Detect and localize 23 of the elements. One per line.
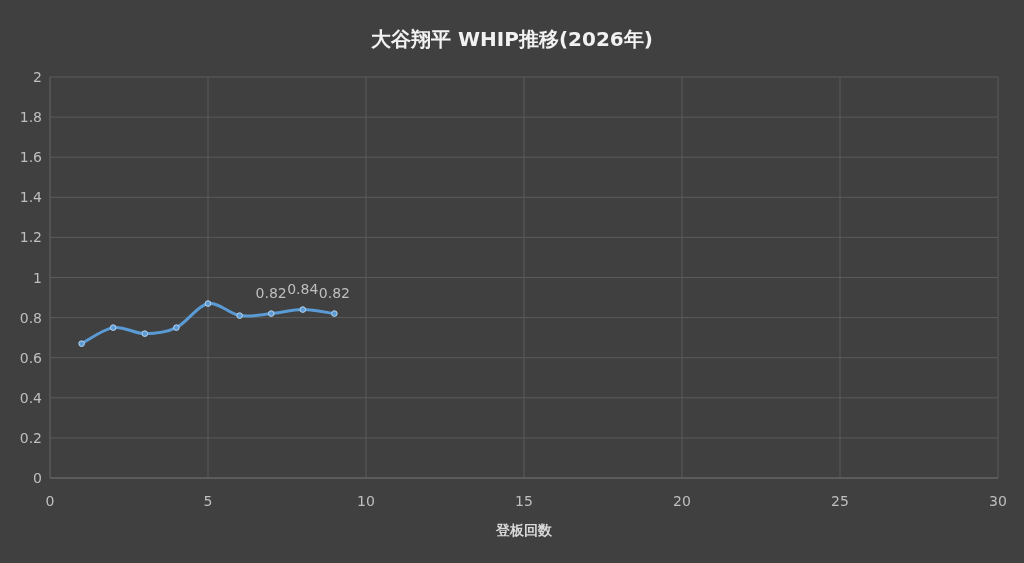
y-tick-label: 1.4	[19, 189, 43, 206]
y-tick-label: 1.6	[19, 149, 43, 166]
chart-title: 大谷翔平 WHIP推移(2026年)	[371, 27, 653, 51]
x-tick-label: 10	[357, 493, 375, 509]
x-tick-label: 20	[673, 493, 691, 509]
data-label: 0.82	[318, 284, 350, 301]
y-tick-label: 2	[33, 69, 42, 85]
y-tick-label: 1	[33, 269, 42, 286]
x-tick-label: 30	[989, 493, 1007, 509]
data-label: 0.84	[287, 280, 319, 297]
y-tick-label: 0	[33, 470, 42, 486]
y-tick-label: 0.2	[19, 429, 42, 446]
x-tick-label: 5	[203, 493, 213, 509]
x-tick-label: 0	[45, 493, 55, 509]
y-tick-label: 1.2	[19, 229, 42, 246]
y-tick-label: 0.6	[19, 349, 43, 366]
x-axis-title: 登板回数	[495, 522, 553, 538]
y-tick-label: 0.4	[19, 389, 43, 406]
y-tick-label: 0.8	[19, 309, 42, 326]
y-tick-label: 1.8	[19, 109, 42, 126]
data-label: 0.82	[255, 284, 287, 301]
x-tick-label: 25	[831, 493, 849, 509]
x-tick-label: 15	[515, 493, 533, 509]
